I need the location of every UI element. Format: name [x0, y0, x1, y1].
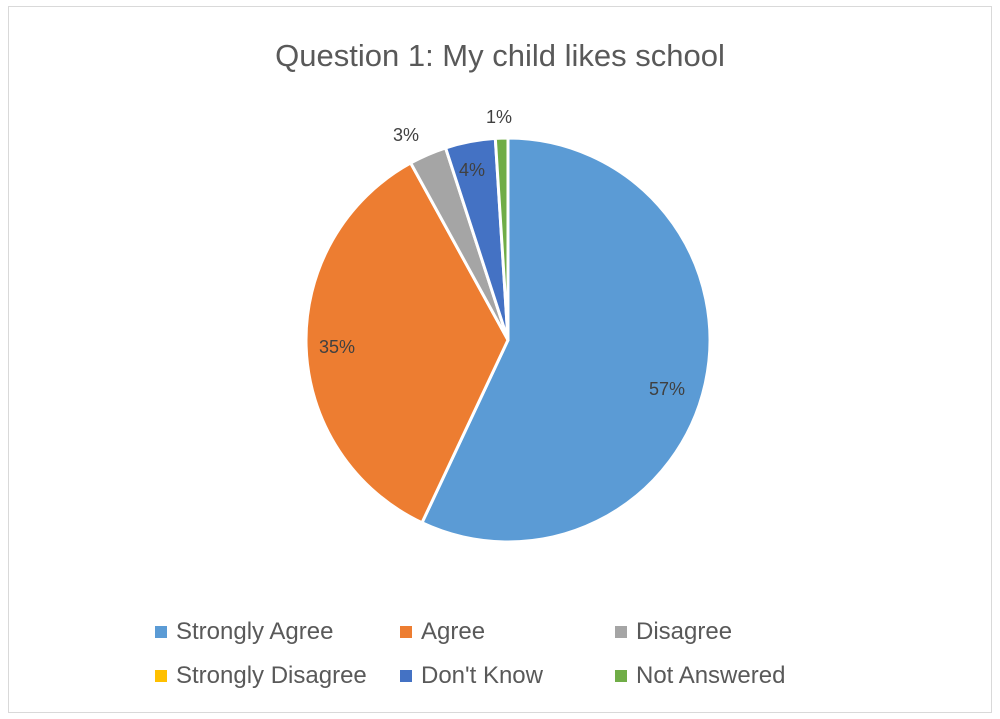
legend-label: Agree	[421, 618, 486, 645]
data-label: 35%	[319, 337, 355, 357]
legend-label: Not Answered	[636, 662, 786, 689]
pie-slice-not-answered	[493, 136, 510, 342]
data-label: 57%	[649, 379, 685, 399]
legend-label: Disagree	[636, 618, 733, 645]
legend-item-strongly-disagree: Strongly Disagree	[155, 660, 400, 692]
legend-swatch	[155, 626, 167, 638]
pie-slice-strongly-agree	[420, 136, 712, 544]
chart-legend: Strongly Agree Agree Disagree Strongly D…	[155, 616, 875, 692]
legend-swatch	[400, 626, 412, 638]
legend-label: Don't Know	[421, 662, 543, 689]
legend-swatch	[155, 670, 167, 682]
legend-label: Strongly Disagree	[176, 662, 367, 689]
legend-item-agree: Agree	[400, 616, 615, 648]
data-label: 3%	[393, 125, 419, 145]
legend-item-not-answered: Not Answered	[615, 660, 875, 692]
legend-swatch	[615, 670, 627, 682]
data-label: 1%	[486, 107, 512, 127]
legend-label: Strongly Agree	[176, 618, 334, 645]
pie-slice-agree	[304, 161, 510, 525]
data-label: 4%	[459, 160, 485, 180]
legend-swatch	[400, 670, 412, 682]
legend-item-dont-know: Don't Know	[400, 660, 615, 692]
legend-item-strongly-agree: Strongly Agree	[155, 616, 400, 648]
legend-item-disagree: Disagree	[615, 616, 875, 648]
legend-swatch	[615, 626, 627, 638]
chart-title: Question 1: My child likes school	[275, 38, 725, 73]
